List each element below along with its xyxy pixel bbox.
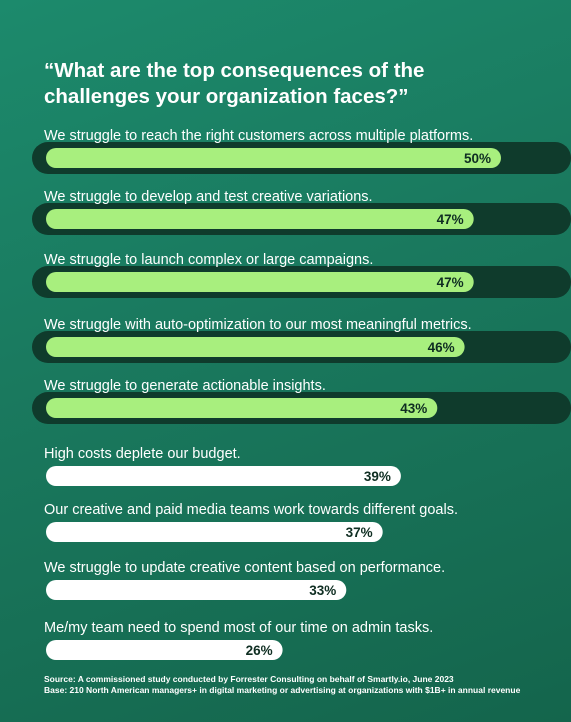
bar — [46, 148, 501, 168]
value-label: 26% — [246, 643, 273, 658]
bar — [46, 272, 474, 292]
category-label: We struggle to develop and test creative… — [44, 189, 373, 205]
value-label: 47% — [437, 275, 464, 290]
bar — [46, 640, 283, 660]
value-label: 39% — [364, 469, 391, 484]
footnote-source: Source: A commissioned study conducted b… — [44, 674, 454, 684]
category-label: Me/my team need to spend most of our tim… — [44, 620, 433, 636]
value-label: 37% — [346, 525, 373, 540]
bar — [46, 522, 383, 542]
bar — [46, 337, 465, 357]
value-label: 47% — [437, 212, 464, 227]
category-label: We struggle to update creative content b… — [44, 560, 445, 576]
value-label: 43% — [400, 401, 427, 416]
value-label: 50% — [464, 151, 491, 166]
footnote-base: Base: 210 North American managers+ in di… — [44, 685, 521, 695]
category-label: We struggle to launch complex or large c… — [44, 252, 373, 268]
category-label: We struggle with auto-optimization to ou… — [44, 317, 472, 333]
chart-title: “What are the top consequences of the ch… — [44, 59, 425, 108]
category-label: We struggle to reach the right customers… — [44, 128, 473, 144]
bar — [46, 398, 438, 418]
category-label: Our creative and paid media teams work t… — [44, 502, 458, 518]
category-label: High costs deplete our budget. — [44, 446, 241, 462]
bar — [46, 466, 401, 486]
value-label: 46% — [428, 340, 455, 355]
footnote: Source: A commissioned study conducted b… — [44, 674, 524, 696]
bar — [46, 209, 474, 229]
bar — [46, 580, 347, 600]
value-label: 33% — [309, 583, 336, 598]
category-label: We struggle to generate actionable insig… — [44, 378, 326, 394]
